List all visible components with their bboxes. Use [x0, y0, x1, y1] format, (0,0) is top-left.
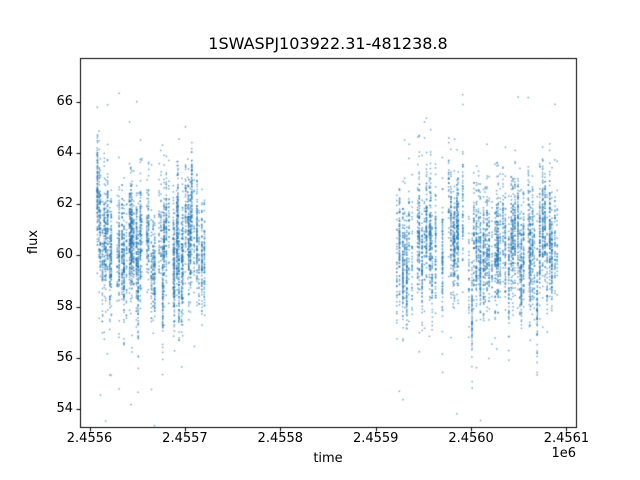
- plot-title: 1SWASPJ103922.31-481238.8: [208, 34, 448, 53]
- y-axis-label: flux: [26, 229, 41, 255]
- x-axis-offset-label: 1e6: [551, 446, 576, 461]
- x-axis-label: time: [313, 451, 343, 466]
